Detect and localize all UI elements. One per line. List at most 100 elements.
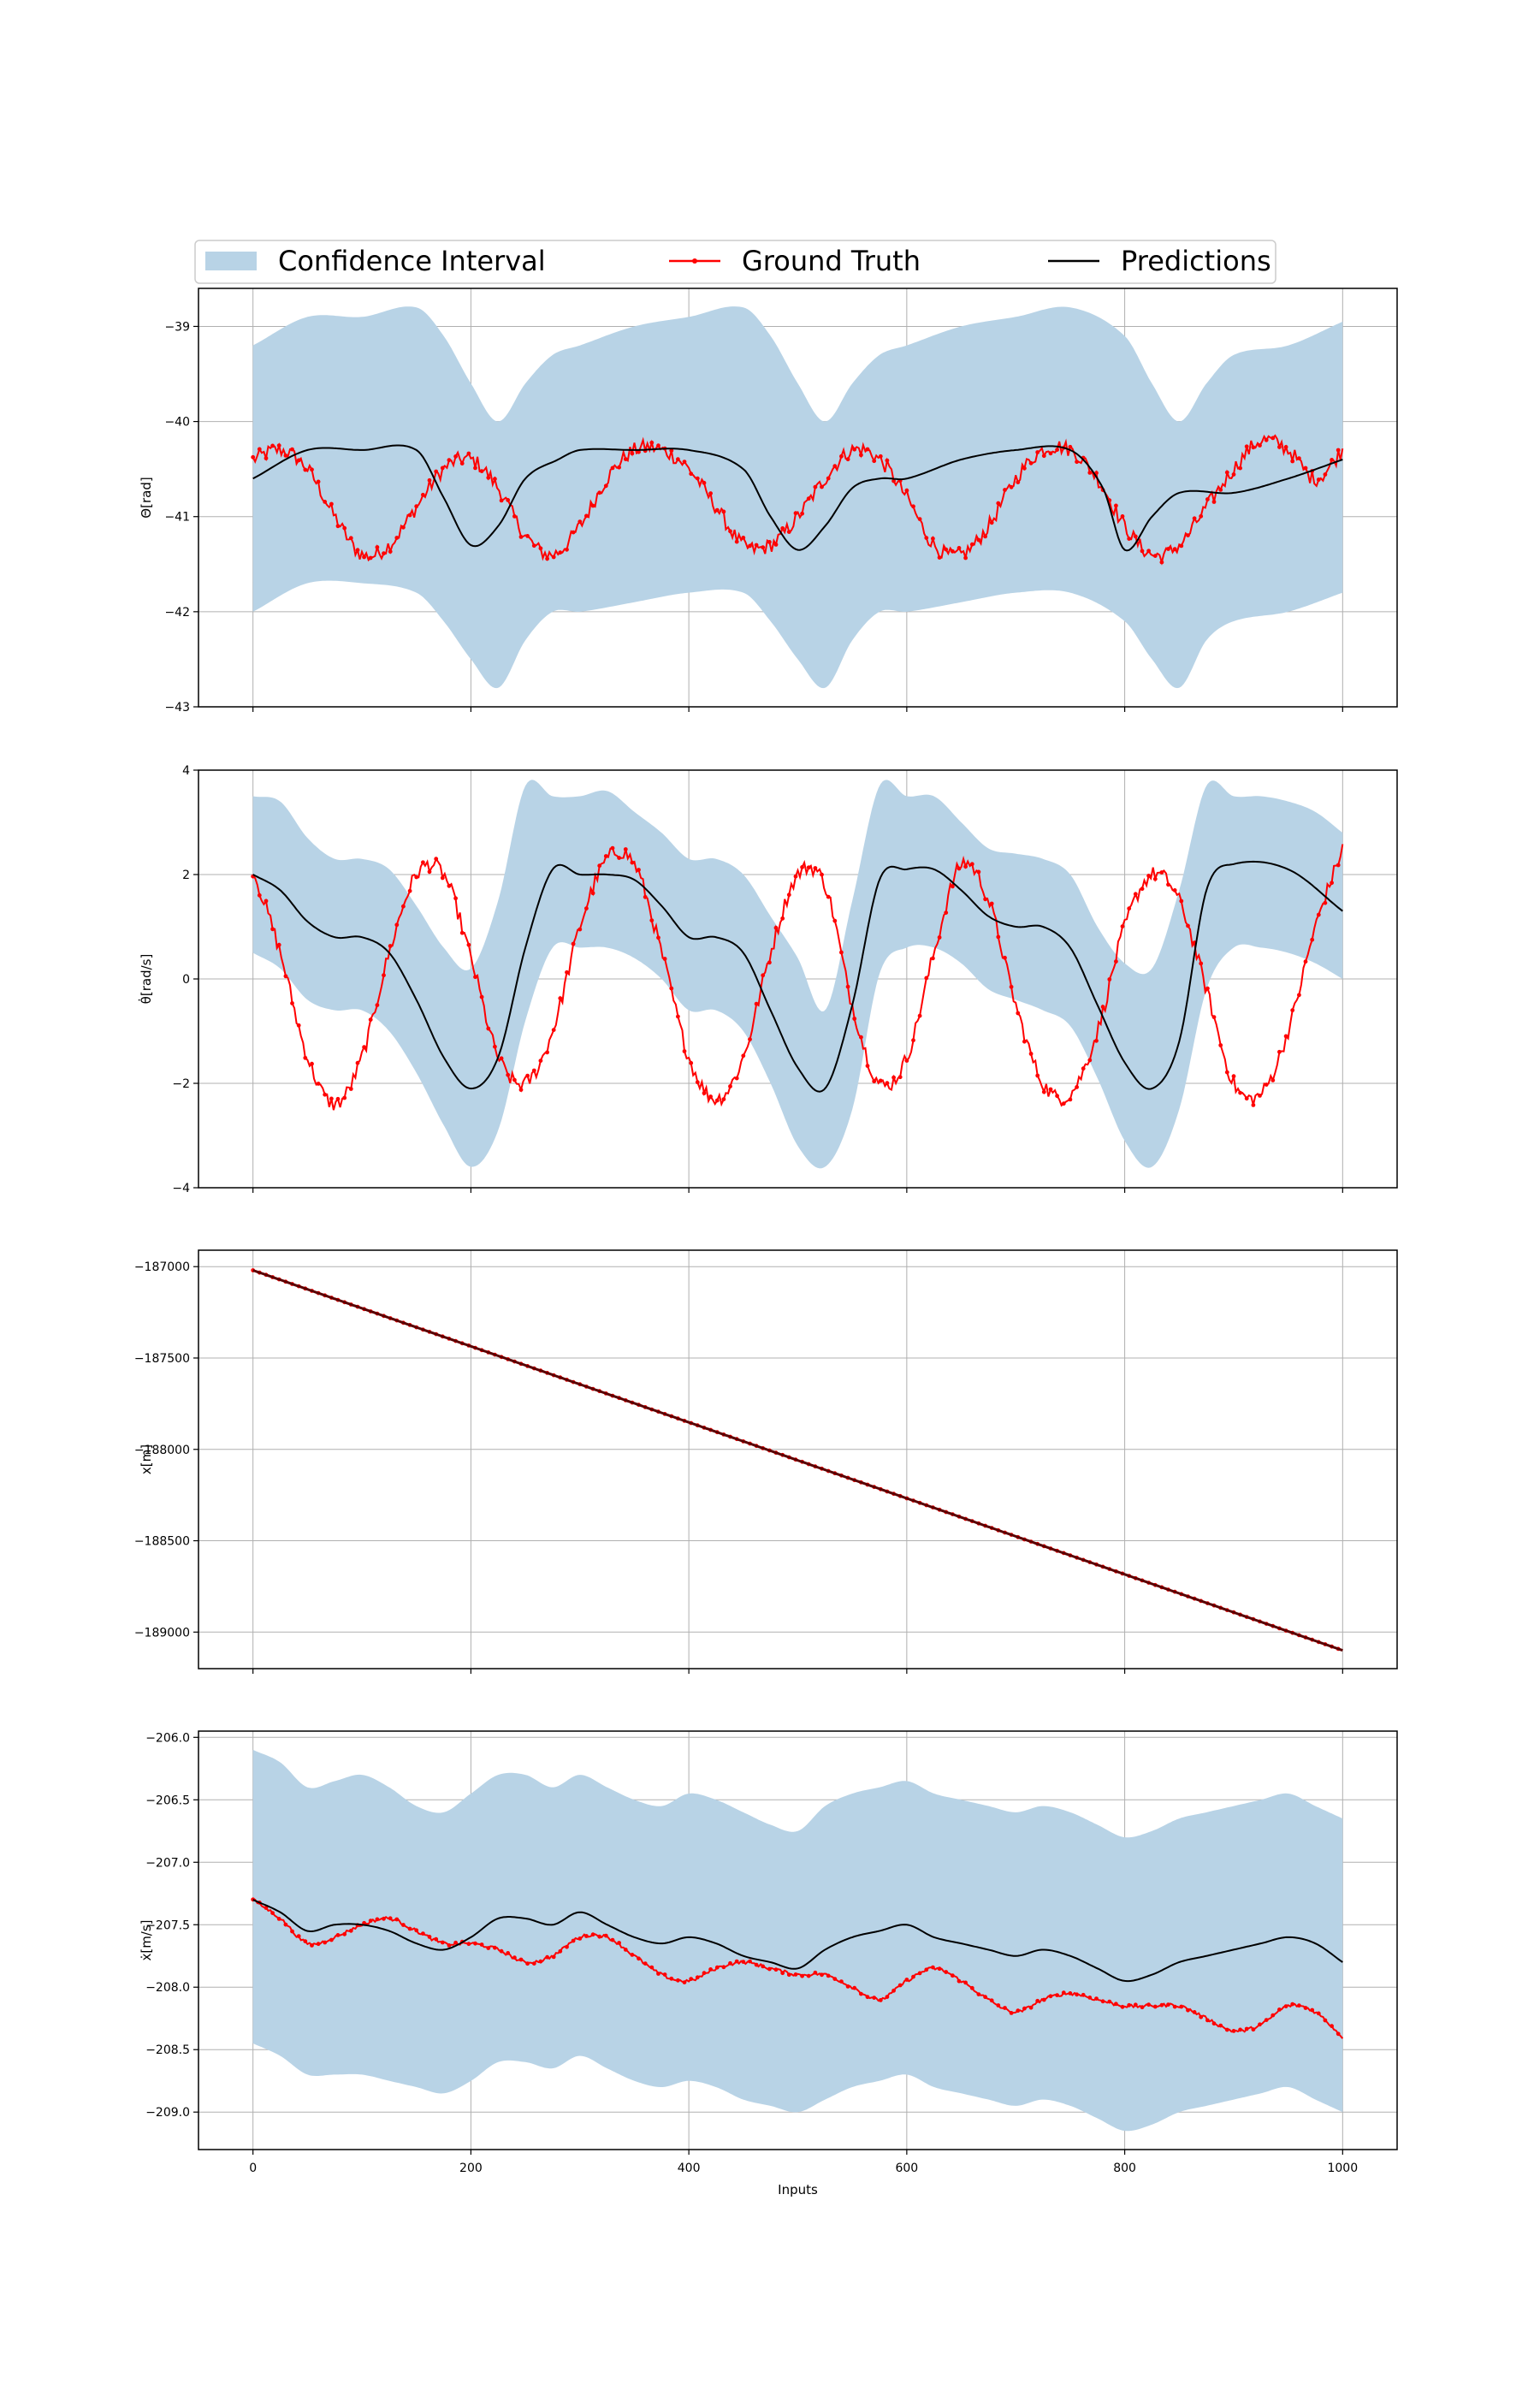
ground-truth-point <box>839 454 844 459</box>
ground-truth-point <box>1303 466 1308 471</box>
ground-truth-point <box>897 1983 903 1988</box>
ground-truth-point <box>969 542 974 547</box>
ground-truth-point <box>1264 1082 1269 1087</box>
ground-truth-point <box>839 950 844 955</box>
ground-truth-point <box>545 1050 549 1055</box>
ground-truth-point <box>610 845 615 851</box>
ground-truth-point <box>421 1931 425 1936</box>
ground-truth-point <box>348 536 353 541</box>
ground-truth-point <box>924 1967 929 1972</box>
ground-truth-point <box>911 504 915 509</box>
ground-truth-point <box>382 1916 386 1921</box>
ground-truth-point <box>348 1087 353 1091</box>
ground-truth-point <box>656 1972 660 1976</box>
ground-truth-point <box>310 1061 314 1066</box>
legend-box <box>194 240 1276 284</box>
ground-truth-point <box>780 526 785 531</box>
ground-truth-point <box>1041 454 1046 459</box>
ground-truth-point <box>1323 2018 1328 2023</box>
ground-truth-point <box>937 935 942 940</box>
ground-truth-point <box>689 1060 694 1065</box>
ground-truth-point <box>1127 906 1132 911</box>
ground-truth-point <box>459 930 465 935</box>
ground-truth-point <box>1270 436 1276 441</box>
ground-truth-point <box>1330 2024 1334 2029</box>
ground-truth-point <box>447 458 452 463</box>
ground-truth-point <box>1133 2002 1138 2008</box>
ground-truth-point <box>427 1935 432 1939</box>
ground-truth-point <box>1127 2002 1132 2008</box>
ground-truth-point <box>264 898 269 904</box>
ground-truth-point <box>1055 1993 1059 1998</box>
ground-truth-point <box>832 918 838 923</box>
ground-truth-point <box>303 1939 308 1944</box>
ground-truth-point <box>506 1072 511 1077</box>
ground-truth-point <box>571 530 576 535</box>
ground-truth-point <box>290 1929 294 1934</box>
ground-truth-point <box>1192 516 1197 521</box>
ground-truth-point <box>773 543 779 547</box>
ground-truth-point <box>473 466 477 471</box>
ground-truth-point <box>1146 874 1151 878</box>
ground-truth-point <box>911 1038 915 1043</box>
ground-truth-point <box>957 866 962 871</box>
ground-truth-point <box>1075 1085 1079 1089</box>
ground-truth-point <box>342 1095 347 1100</box>
ground-truth-markers <box>251 436 1341 565</box>
ground-truth-point <box>486 1026 491 1031</box>
ground-truth-point <box>845 984 850 989</box>
ground-truth-point <box>1016 480 1021 484</box>
ground-truth-point <box>714 507 720 513</box>
ground-truth-point <box>558 1948 563 1954</box>
ground-truth-point <box>1224 1070 1229 1075</box>
ground-truth-point <box>1323 472 1328 477</box>
ground-truth-point <box>466 1942 471 1947</box>
ground-truth-point <box>493 1044 497 1049</box>
ground-truth-point <box>375 545 380 549</box>
ground-truth-point <box>578 1936 583 1941</box>
ground-truth-point <box>741 536 746 540</box>
ground-truth-point <box>676 457 680 462</box>
ground-truth-point <box>832 464 838 469</box>
ground-truth-point <box>1218 1043 1223 1047</box>
ground-truth-point <box>525 1961 530 1966</box>
ground-truth-point <box>473 1941 477 1946</box>
ground-truth-point <box>1016 2008 1021 2013</box>
ground-truth-point <box>1270 2013 1276 2018</box>
ground-truth-point <box>852 1985 857 1990</box>
ground-truth-point <box>421 492 425 497</box>
ground-truth-point <box>669 1976 674 1981</box>
y-tick-label: 4 <box>182 764 190 778</box>
ground-truth-point <box>571 1938 576 1943</box>
confidence-band <box>252 780 1343 1169</box>
ground-truth-point <box>630 860 635 865</box>
x-axis-label: Inputs <box>778 2182 818 2197</box>
ground-truth-point <box>518 535 524 539</box>
ground-truth-point <box>479 994 484 999</box>
ground-truth-point <box>754 543 759 548</box>
y-tick-label: 0 <box>182 973 190 987</box>
ground-truth-markers <box>251 1897 1341 2037</box>
ground-truth-point <box>551 1028 556 1032</box>
ground-truth-point <box>695 1975 700 1980</box>
ground-truth-point <box>767 960 772 965</box>
ground-truth-point <box>493 1945 497 1950</box>
ground-truth-point <box>891 1988 896 1993</box>
ground-truth-point <box>996 934 1001 940</box>
ground-truth-point <box>623 847 628 851</box>
ground-truth-point <box>917 1013 922 1018</box>
ground-truth-point <box>545 1954 549 1960</box>
ground-truth-point <box>721 1965 726 1970</box>
ground-truth-point <box>1172 888 1177 893</box>
ground-truth-point <box>329 1096 334 1101</box>
ground-truth-point <box>911 1974 915 1979</box>
ground-truth-point <box>531 1068 536 1073</box>
ground-truth-point <box>617 856 621 860</box>
ground-truth-point <box>649 918 654 922</box>
ground-truth-point <box>531 1961 536 1966</box>
y-tick-label: −188000 <box>134 1444 190 1457</box>
ground-truth-point <box>1068 1097 1073 1102</box>
ground-truth-point <box>897 1075 903 1080</box>
ground-truth-point <box>578 927 583 932</box>
ground-truth-point <box>944 910 949 915</box>
